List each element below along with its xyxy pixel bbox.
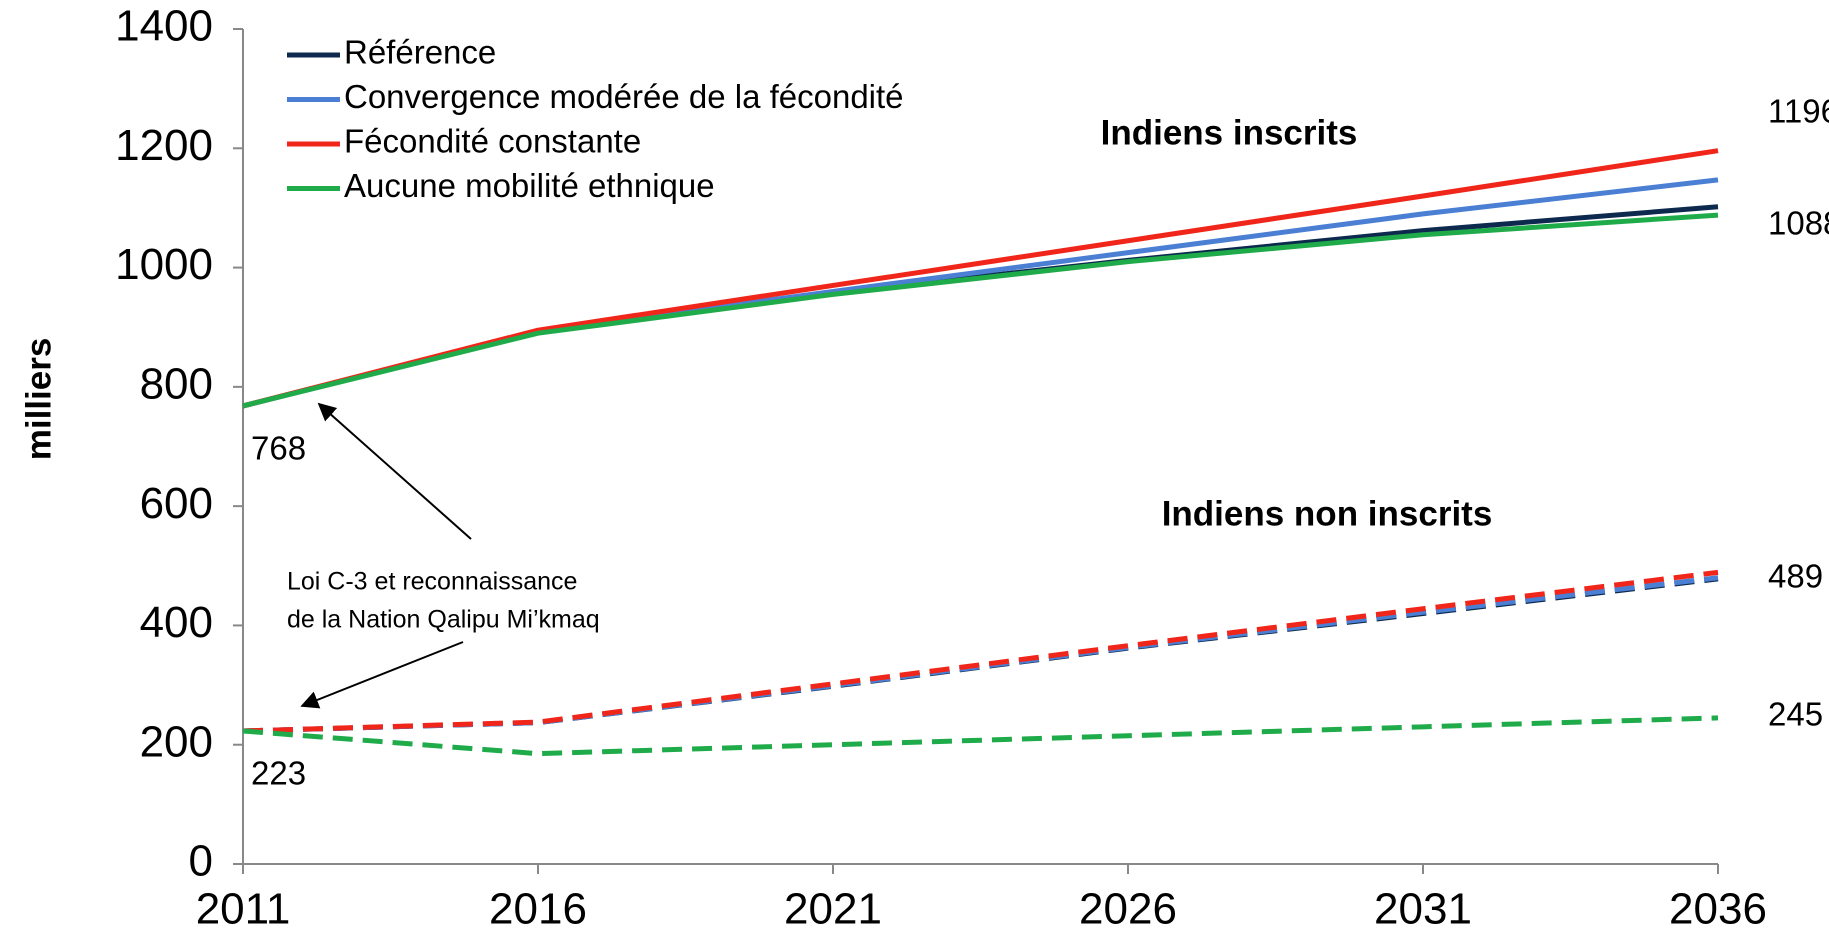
x-tick-label: 2021 — [784, 885, 882, 934]
x-tick-label: 2016 — [489, 885, 587, 934]
group-label: Indiens non inscrits — [1162, 494, 1493, 533]
series-line — [242, 204, 1719, 409]
y-tick-label: 1200 — [115, 121, 213, 170]
series-line — [242, 212, 1719, 409]
legend-label: Aucune mobilité ethnique — [344, 167, 715, 204]
y-tick-label: 1000 — [115, 240, 213, 289]
y-tick-label: 0 — [189, 837, 213, 886]
annotation-arrow — [317, 402, 472, 540]
y-tick-label: 600 — [140, 479, 213, 528]
data-label: 1088 — [1768, 205, 1829, 242]
group-label: Indiens inscrits — [1101, 113, 1358, 152]
x-tick-label: 2036 — [1669, 885, 1767, 934]
series-line — [242, 715, 1719, 757]
series-line — [242, 177, 1719, 409]
legend-label: Référence — [344, 34, 496, 71]
y-tick-label: 400 — [140, 598, 213, 647]
y-axis-label: milliers — [19, 338, 58, 461]
x-tick-label: 2026 — [1079, 885, 1177, 934]
legend-label: Fécondité constante — [344, 123, 641, 160]
y-tick-label: 800 — [140, 359, 213, 408]
annotation-arrow — [300, 641, 464, 709]
legend-label: Convergence modérée de la fécondité — [344, 78, 904, 115]
x-tick-label: 2031 — [1374, 885, 1472, 934]
data-label: 245 — [1768, 696, 1823, 733]
data-label: 489 — [1768, 558, 1823, 595]
data-label: 768 — [251, 430, 306, 467]
x-tick-label: 2011 — [196, 885, 291, 934]
y-tick-label: 200 — [140, 717, 213, 766]
series-line — [242, 569, 1719, 734]
data-label: 223 — [251, 755, 306, 792]
y-tick-label: 1400 — [115, 2, 213, 51]
data-label: 1196 — [1768, 93, 1829, 130]
annotation: Loi C-3 et reconnaissance — [287, 568, 577, 596]
annotation: de la Nation Qalipu Mi’kmaq — [287, 606, 600, 634]
